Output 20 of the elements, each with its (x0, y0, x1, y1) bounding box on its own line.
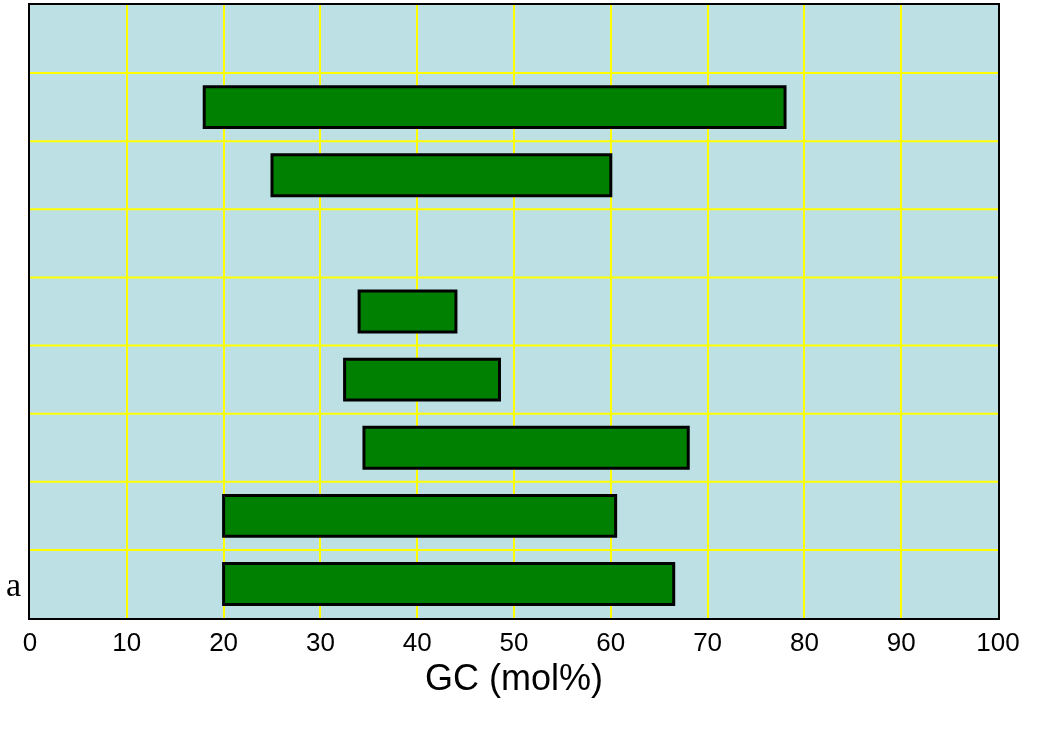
x-tick-label: 70 (693, 627, 723, 658)
x-tick-label: 100 (976, 627, 1020, 658)
bar (343, 357, 501, 402)
x-tick-label: 30 (305, 627, 335, 658)
x-tick-label: 80 (789, 627, 819, 658)
x-tick-label: 90 (886, 627, 916, 658)
y-tick-label: a (6, 565, 22, 603)
x-tick-label: 50 (499, 627, 529, 658)
x-tick-label: 60 (596, 627, 626, 658)
bar (222, 493, 618, 538)
x-axis-title: GC (mol%) (425, 657, 603, 699)
x-tick-label: 40 (402, 627, 432, 658)
bar (222, 562, 676, 606)
bar (362, 425, 690, 470)
bar (270, 153, 613, 198)
x-tick-label: 0 (22, 627, 38, 658)
x-tick-label: 10 (112, 627, 142, 658)
bar (202, 85, 787, 130)
bar (357, 289, 458, 334)
x-tick-label: 20 (209, 627, 239, 658)
